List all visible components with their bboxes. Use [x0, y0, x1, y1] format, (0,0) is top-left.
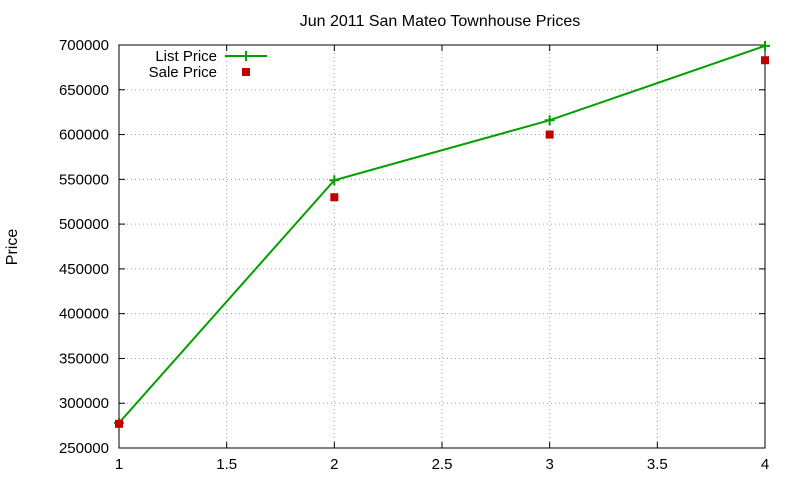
y-tick-label: 350000 — [59, 350, 109, 367]
series-sale-price — [115, 56, 769, 428]
plus-point — [241, 51, 251, 61]
y-tick-label: 250000 — [59, 440, 109, 457]
x-tick-label: 4 — [761, 456, 769, 473]
plus-point — [760, 40, 770, 51]
y-tick-label: 450000 — [59, 261, 109, 278]
x-tick-label: 3 — [545, 456, 553, 473]
legend-label: List Price — [155, 48, 217, 65]
y-tick-label: 400000 — [59, 306, 109, 323]
grid — [119, 45, 765, 448]
series-line — [118, 44, 766, 424]
x-tick-label: 2 — [330, 456, 338, 473]
plot-frame — [118, 44, 766, 449]
chart-title: Jun 2011 San Mateo Townhouse Prices — [300, 13, 580, 30]
x-tick-label: 1.5 — [216, 456, 237, 473]
square-point — [545, 130, 554, 139]
x-tick-label: 3.5 — [647, 456, 668, 473]
y-tick-label: 300000 — [59, 395, 109, 412]
x-tick-label: 1 — [115, 456, 123, 473]
y-tick-label: 550000 — [59, 171, 109, 188]
square-point — [242, 68, 250, 76]
plot-area — [114, 40, 770, 428]
plus-point — [329, 175, 340, 186]
square-point — [761, 56, 769, 65]
square-point — [330, 193, 339, 202]
legend-label: Sale Price — [149, 64, 217, 81]
y-tick-label: 650000 — [59, 82, 109, 99]
y-tick-label: 500000 — [59, 216, 109, 233]
y-tick-label: 600000 — [59, 127, 109, 144]
axes: 250000 300000 350000 400000 450000 500000 5500… — [59, 37, 769, 473]
square-point — [115, 419, 123, 428]
plus-point — [544, 115, 555, 126]
x-tick-label: 2.5 — [432, 456, 453, 473]
y-axis-label: Price — [4, 229, 21, 266]
y-tick-label: 700000 — [59, 37, 109, 54]
